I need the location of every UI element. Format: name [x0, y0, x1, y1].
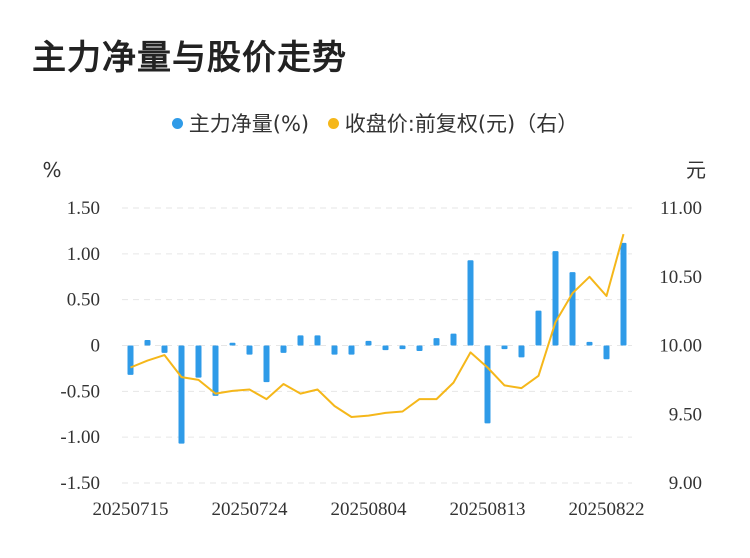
bar: [586, 341, 593, 346]
bar: [484, 345, 491, 424]
legend-dot-main-net: [171, 117, 183, 129]
bar: [314, 335, 321, 346]
legend-dot-close-price: [327, 117, 339, 129]
bar: [212, 345, 219, 396]
x-tick-label: 20250724: [212, 499, 289, 520]
x-tick-label: 20250813: [450, 499, 526, 520]
x-tick-label: 20250715: [93, 499, 169, 520]
y-left-tick-label: 1.50: [67, 198, 100, 219]
y-left-tick-label: 1.00: [67, 244, 100, 265]
y-right-axis: 11.00 10.50 10.00 9.50 9.00: [659, 198, 702, 494]
legend-item-close-price[interactable]: 收盘价:前复权(元)（右）: [327, 108, 579, 138]
y-right-tick-label: 9.50: [669, 404, 702, 425]
x-tick-label: 20250822: [569, 499, 645, 520]
bar: [331, 345, 338, 355]
bar: [263, 345, 270, 383]
bar: [552, 251, 559, 346]
y-left-tick-label: -1.00: [60, 427, 100, 448]
line-series: [130, 233, 625, 418]
bar: [501, 345, 508, 350]
y-left-tick-label: -0.50: [60, 381, 100, 402]
bar: [127, 345, 134, 375]
bar: [518, 345, 525, 358]
y-left-tick-label: 0: [91, 336, 101, 357]
legend: 主力净量(%) 收盘价:前复权(元)（右）: [0, 108, 750, 138]
bar: [467, 260, 474, 346]
bar: [433, 338, 440, 346]
bar: [297, 335, 304, 346]
grid: [122, 207, 632, 484]
bar: [416, 345, 423, 351]
x-tick-label: 20250804: [331, 499, 408, 520]
bar: [161, 345, 168, 353]
y-left-axis: 1.50 1.00 0.50 0 -0.50 -1.00 -1.50: [60, 198, 100, 494]
bar: [603, 345, 610, 360]
bar: [569, 272, 576, 346]
bar: [450, 333, 457, 346]
y-right-tick-label: 10.50: [659, 267, 702, 288]
y-right-tick-label: 9.00: [669, 473, 702, 494]
bar: [280, 345, 287, 353]
y-right-tick-label: 11.00: [660, 198, 702, 219]
y-left-tick-label: 0.50: [67, 290, 100, 311]
x-axis: 20250715 20250724 20250804 20250813 20250822: [93, 499, 645, 520]
bar: [535, 310, 542, 346]
bar: [382, 345, 389, 351]
bar: [399, 345, 406, 350]
bar: [144, 340, 151, 346]
bar: [246, 345, 253, 355]
bar: [620, 242, 627, 346]
y-right-tick-label: 10.00: [659, 336, 702, 357]
y-left-tick-label: -1.50: [60, 473, 100, 494]
chart-title: 主力净量与股价走势: [32, 38, 347, 78]
bar: [195, 345, 202, 378]
bar: [178, 345, 185, 444]
bar: [365, 340, 372, 346]
legend-label-main-net: 主力净量(%): [188, 112, 310, 136]
legend-item-main-net[interactable]: 主力净量(%): [171, 108, 310, 138]
bar: [348, 345, 355, 355]
legend-label-close-price: 收盘价:前复权(元)（右）: [344, 112, 579, 136]
price-line: [130, 233, 625, 418]
y-right-unit: 元: [686, 158, 706, 182]
y-left-unit: %: [42, 158, 61, 182]
bar: [229, 342, 236, 346]
